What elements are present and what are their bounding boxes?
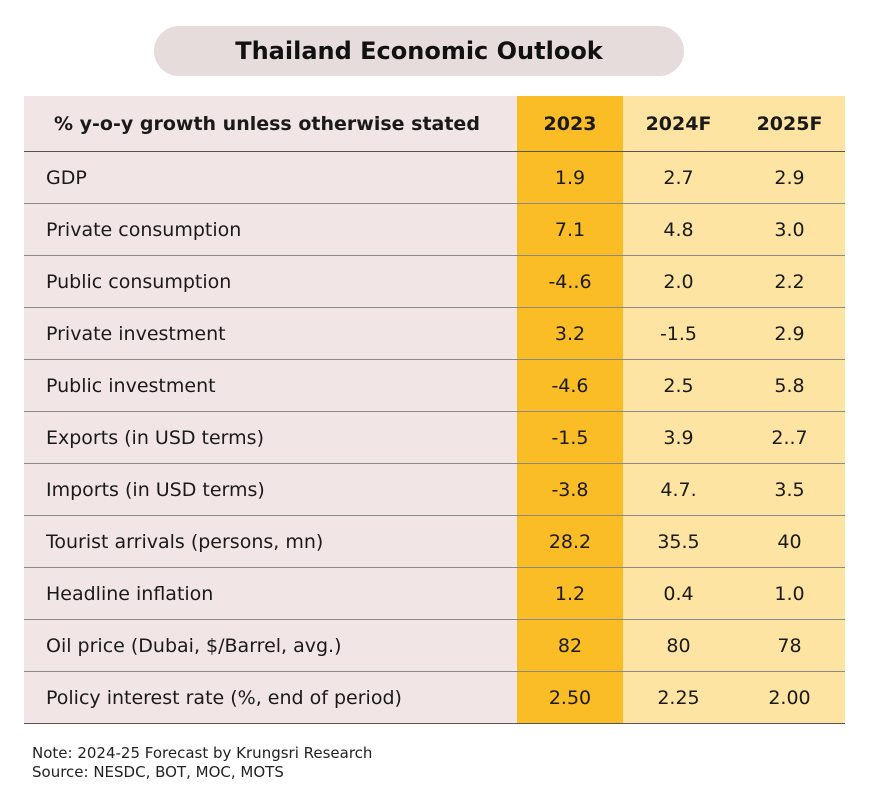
cell-2024f: 35.5 [623, 515, 734, 568]
cell-2024f: 0.4 [623, 567, 734, 620]
row-label: Oil price (Dubai, $/Barrel, avg.) [24, 619, 517, 672]
cell-2025f: 5.8 [734, 359, 845, 412]
cell-2023: 2.50 [517, 671, 623, 724]
forecast-note: Note: 2024-25 Forecast by Krungsri Resea… [32, 744, 373, 762]
cell-2025f: 78 [734, 619, 845, 672]
cell-2025f: 2.9 [734, 307, 845, 360]
cell-2024f: 80 [623, 619, 734, 672]
header-2024f: 2024F [623, 96, 734, 152]
row-label: Private consumption [24, 203, 517, 256]
cell-2024f: 2.7 [623, 151, 734, 204]
cell-2023: -1.5 [517, 411, 623, 464]
cell-2024f: 2.25 [623, 671, 734, 724]
row-label: GDP [24, 151, 517, 204]
cell-2024f: -1.5 [623, 307, 734, 360]
row-label: Private investment [24, 307, 517, 360]
table-row: GDP 1.9 2.7 2.9 [24, 151, 845, 204]
table-row: Policy interest rate (%, end of period) 2… [24, 671, 845, 724]
table-row: Headline inflation 1.2 0.4 1.0 [24, 567, 845, 620]
cell-2025f: 3.0 [734, 203, 845, 256]
row-label: Public consumption [24, 255, 517, 308]
cell-2024f: 3.9 [623, 411, 734, 464]
cell-2023: 1.2 [517, 567, 623, 620]
table-row: Public investment -4.6 2.5 5.8 [24, 359, 845, 412]
cell-2024f: 4.8 [623, 203, 734, 256]
cell-2025f: 2.00 [734, 671, 845, 724]
row-label: Exports (in USD terms) [24, 411, 517, 464]
row-label: Public investment [24, 359, 517, 412]
row-label: Tourist arrivals (persons, mn) [24, 515, 517, 568]
cell-2025f: 40 [734, 515, 845, 568]
header-row: % y-o-y growth unless otherwise stated 2… [24, 96, 845, 152]
source-note: Source: NESDC, BOT, MOC, MOTS [32, 763, 284, 781]
cell-2025f: 2..7 [734, 411, 845, 464]
table-row: Public consumption -4..6 2.0 2.2 [24, 255, 845, 308]
table-row: Oil price (Dubai, $/Barrel, avg.) 82 80 78 [24, 619, 845, 672]
cell-2024f: 2.0 [623, 255, 734, 308]
cell-2025f: 1.0 [734, 567, 845, 620]
cell-2023: -4..6 [517, 255, 623, 308]
table-title: Thailand Economic Outlook [154, 26, 684, 76]
header-label: % y-o-y growth unless otherwise stated [24, 96, 517, 152]
cell-2023: 1.9 [517, 151, 623, 204]
table-row: Imports (in USD terms) -3.8 4.7. 3.5 [24, 463, 845, 516]
cell-2025f: 2.9 [734, 151, 845, 204]
cell-2023: 3.2 [517, 307, 623, 360]
table-row: Private investment 3.2 -1.5 2.9 [24, 307, 845, 360]
cell-2024f: 2.5 [623, 359, 734, 412]
row-label: Headline inflation [24, 567, 517, 620]
table-row: Private consumption 7.1 4.8 3.0 [24, 203, 845, 256]
row-label: Policy interest rate (%, end of period) [24, 671, 517, 724]
cell-2025f: 2.2 [734, 255, 845, 308]
footnote: Note: 2024-25 Forecast by Krungsri Resea… [32, 744, 372, 782]
cell-2023: -4.6 [517, 359, 623, 412]
cell-2023: 7.1 [517, 203, 623, 256]
cell-2023: 28.2 [517, 515, 623, 568]
row-label: Imports (in USD terms) [24, 463, 517, 516]
header-2023: 2023 [517, 96, 623, 152]
cell-2023: -3.8 [517, 463, 623, 516]
cell-2025f: 3.5 [734, 463, 845, 516]
cell-2023: 82 [517, 619, 623, 672]
cell-2024f: 4.7. [623, 463, 734, 516]
table-body: GDP 1.9 2.7 2.9 Private consumption 7.1 4.8 3.0… [24, 151, 845, 724]
economic-outlook-table: % y-o-y growth unless otherwise stated 2… [24, 96, 845, 724]
table-row: Tourist arrivals (persons, mn) 28.2 35.5 40 [24, 515, 845, 568]
table-row: Exports (in USD terms) -1.5 3.9 2..7 [24, 411, 845, 464]
header-2025f: 2025F [734, 96, 845, 152]
